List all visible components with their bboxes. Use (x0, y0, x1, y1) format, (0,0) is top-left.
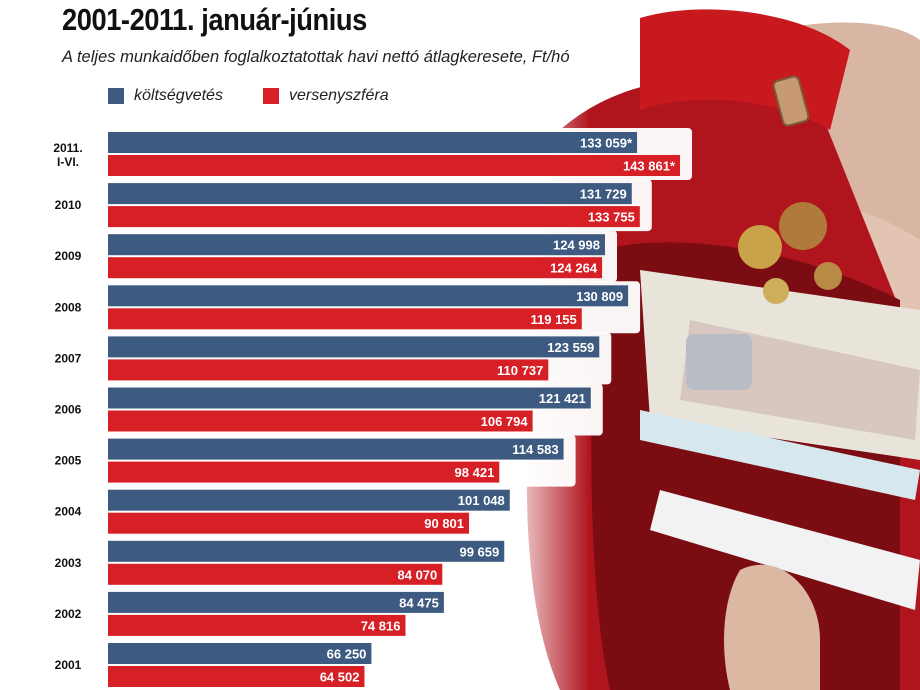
bar-koltsegvetes (108, 234, 605, 256)
bar-value-label: 143 861* (623, 159, 676, 174)
year-label: 2010 (55, 198, 82, 212)
year-label: 2008 (55, 300, 82, 314)
bar-value-label: 114 583 (512, 442, 558, 457)
year-label: 2007 (55, 351, 82, 365)
bar-versenyszfera (108, 308, 582, 330)
bar-koltsegvetes (108, 387, 591, 409)
year-label: 2003 (55, 556, 82, 570)
bar-versenyszfera (108, 461, 500, 483)
banknote-watermark (686, 334, 752, 390)
bar-value-label: 130 809 (576, 289, 623, 304)
bar-koltsegvetes (108, 489, 510, 511)
bar-versenyszfera (108, 410, 533, 432)
bar-versenyszfera (108, 206, 640, 228)
legend-label-koltsegvetes: költségvetés (134, 87, 223, 104)
bar-value-label: 133 755 (588, 210, 635, 225)
coin-shape (763, 278, 789, 304)
legend-versenyszfera: versenyszféra (263, 86, 389, 106)
bar-value-label: 66 250 (327, 647, 367, 662)
wallet-clasp (772, 75, 810, 127)
bar-koltsegvetes (108, 132, 638, 153)
bar-koltsegvetes (108, 183, 632, 205)
legend-swatch-versenyszfera (263, 88, 279, 104)
bar-koltsegvetes (108, 336, 600, 358)
bar-value-label: 124 264 (550, 261, 598, 276)
year-label: 2009 (55, 249, 82, 263)
bar-value-label: 99 659 (459, 544, 499, 559)
bar-versenyszfera (108, 614, 406, 636)
bar-value-label: 90 801 (424, 516, 464, 531)
bar-value-label: 133 059* (580, 136, 633, 151)
year-label: 2005 (55, 454, 82, 468)
bar-value-label: 123 559 (547, 340, 594, 355)
bar-versenyszfera (108, 512, 470, 534)
bar-koltsegvetes (108, 643, 372, 664)
bar-koltsegvetes (108, 591, 444, 613)
bar-koltsegvetes (108, 438, 564, 460)
bar-koltsegvetes (108, 285, 629, 307)
bar-value-label: 98 421 (455, 465, 495, 480)
year-label: I-VI. (57, 155, 79, 169)
chart-title: 2001-2011. január-június (62, 2, 367, 37)
bar-value-label: 64 502 (320, 670, 360, 685)
lower-hand-shape (724, 564, 820, 690)
legend-swatch-koltsegvetes (108, 88, 124, 104)
coin-shape (738, 225, 782, 269)
bar-versenyszfera (108, 359, 549, 381)
bar-versenyszfera (108, 257, 603, 279)
year-label: 2004 (55, 505, 82, 519)
bar-versenyszfera (108, 563, 443, 585)
bar-value-label: 74 816 (361, 618, 401, 633)
chart-subtitle: A teljes munkaidőben foglalkoztatottak h… (62, 48, 570, 66)
year-label: 2006 (55, 403, 82, 417)
bar-value-label: 119 155 (530, 312, 576, 327)
bar-value-label: 121 421 (539, 391, 586, 406)
card-shape (650, 490, 920, 610)
year-label: 2011. (53, 141, 82, 155)
coin-shape (814, 262, 842, 290)
coin-shape (779, 202, 827, 250)
legend-label-versenyszfera: versenyszféra (289, 87, 389, 104)
year-label: 2002 (55, 607, 82, 621)
bar-value-label: 84 475 (399, 595, 439, 610)
bar-versenyszfera (108, 155, 680, 176)
bar-value-label: 131 729 (580, 187, 627, 202)
legend-koltsegvetes: költségvetés (108, 86, 223, 106)
bar-value-label: 106 794 (481, 414, 529, 429)
bar-value-label: 110 737 (497, 363, 543, 378)
bar-versenyszfera (108, 666, 365, 687)
bar-koltsegvetes (108, 540, 505, 562)
year-label: 2001 (55, 658, 82, 672)
bar-value-label: 124 998 (553, 238, 600, 253)
bar-value-label: 84 070 (398, 567, 438, 582)
bar-value-label: 101 048 (458, 493, 505, 508)
card-shape (640, 410, 920, 500)
